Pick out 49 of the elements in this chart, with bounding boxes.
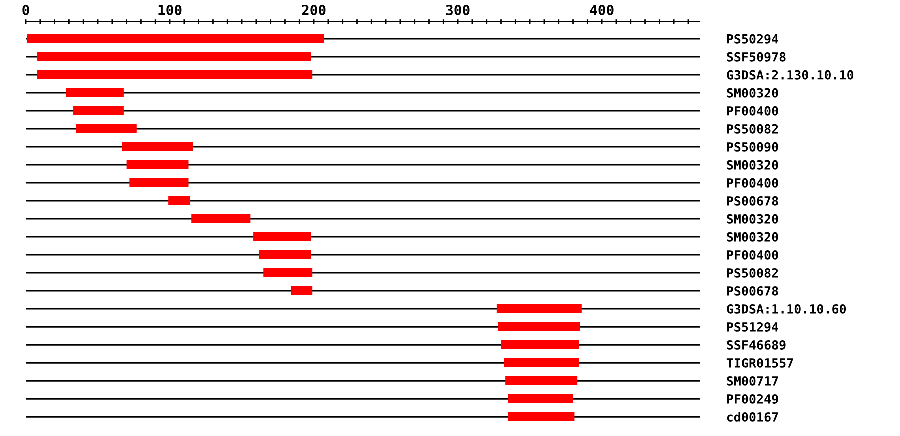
x-tick-label: 0: [22, 4, 30, 16]
x-tick-label: 100: [158, 4, 182, 16]
y-tick-label: PF00400: [727, 250, 778, 260]
y-tick-label: PF00400: [727, 178, 778, 188]
y-tick-label: SM00320: [727, 232, 778, 242]
bar: [76, 124, 137, 134]
bar: [508, 394, 574, 404]
bar: [264, 268, 313, 278]
y-tick-label: SM00320: [727, 214, 778, 224]
bar: [498, 322, 580, 332]
y-tick-label: SSF50978: [727, 52, 786, 62]
bar: [122, 142, 194, 152]
bar: [192, 214, 251, 224]
bar: [290, 286, 313, 296]
bar: [506, 376, 578, 386]
y-tick-label: cd00167: [727, 412, 778, 422]
bar: [66, 88, 124, 98]
y-tick-label: PF00249: [727, 394, 778, 404]
y-tick-label: SM00320: [727, 88, 778, 98]
y-tick-label: PF00400: [727, 106, 778, 116]
y-tick-label: PS00678: [727, 286, 778, 296]
bar: [126, 160, 189, 170]
y-tick-label: PS50082: [727, 268, 778, 278]
y-tick-label: PS00678: [727, 196, 778, 206]
bar: [504, 358, 580, 368]
x-tick-label: 300: [446, 4, 470, 16]
bar: [496, 304, 582, 314]
bar: [501, 340, 580, 350]
bar: [27, 34, 324, 44]
x-tick-label: 200: [302, 4, 326, 16]
bar: [130, 178, 189, 188]
y-tick-label: G3DSA:2.130.10.10: [727, 70, 854, 80]
y-tick-label: G3DSA:1.10.10.60: [727, 304, 846, 314]
bar: [508, 412, 575, 422]
y-tick-label: SM00320: [727, 160, 778, 170]
y-tick-label: TIGR01557: [726, 358, 794, 368]
y-tick-label: PS50090: [727, 142, 778, 152]
bar: [259, 250, 312, 260]
y-tick-label: PS50294: [727, 34, 779, 44]
y-tick-label: SSF46689: [727, 340, 786, 350]
bar: [254, 232, 312, 242]
bar: [38, 70, 313, 80]
bar: [168, 196, 190, 206]
x-tick-label: 400: [590, 4, 614, 16]
y-tick-label: SM00717: [727, 376, 778, 386]
y-tick-label: PS51294: [727, 322, 779, 332]
bar: [74, 106, 124, 116]
bar: [38, 52, 312, 62]
y-tick-label: PS50082: [727, 124, 778, 134]
